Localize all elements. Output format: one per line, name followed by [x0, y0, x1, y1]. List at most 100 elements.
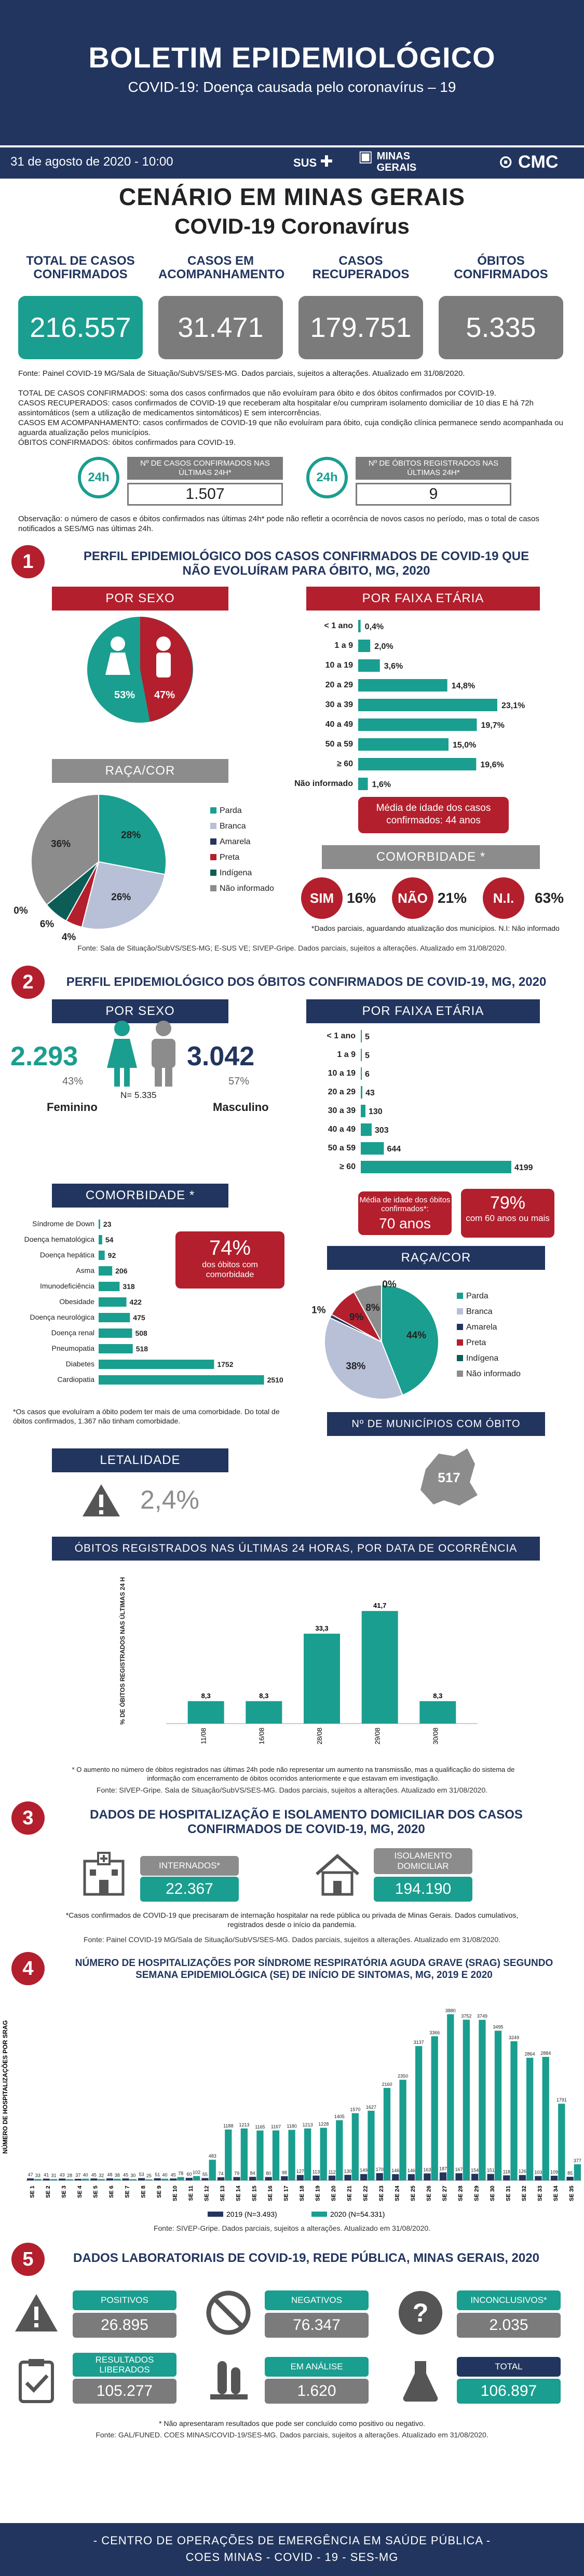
age-bar — [361, 1123, 372, 1136]
srag-bar-2020 — [304, 2128, 311, 2180]
forbidden-icon — [206, 2290, 251, 2335]
footer-line1: - CENTRO DE OPERAÇÕES DE EMERGÊNCIA EM S… — [93, 2534, 491, 2547]
date-band: 31 de agosto de 2020 - 10:00 SUS ✚ ▣ MIN… — [0, 145, 584, 179]
last24-cases-label: Nº DE CASOS CONFIRMADOS NAS ÚLTIMAS 24H* — [127, 457, 283, 480]
race-pct-label: 6% — [40, 919, 55, 930]
srag-bar-2020 — [50, 2179, 58, 2180]
lab-total-label: TOTAL — [457, 2357, 561, 2377]
srag-value: 154 — [471, 2167, 479, 2173]
comorb-note: *Dados parciais, aguardando atualização … — [311, 924, 560, 932]
srag-value: 167 — [455, 2167, 463, 2172]
srag-value: 31 — [51, 2173, 56, 2178]
srag-value: 102 — [193, 2170, 200, 2175]
srag-bar-2020 — [114, 2178, 121, 2180]
comorb-value: 518 — [136, 1345, 148, 1353]
srag-bar-2020 — [66, 2179, 73, 2180]
age-value-label: 23,1% — [501, 701, 525, 710]
daily-bar — [187, 1701, 224, 1724]
srag-value: 3137 — [414, 2040, 424, 2045]
section5-source: Fonte: GAL/FUNED. COES MINAS/COVID-19/SE… — [96, 2431, 488, 2439]
srag-bar-2019 — [233, 2177, 240, 2180]
legend-swatch — [457, 1339, 463, 1346]
srag-category: SE 25 — [410, 2186, 416, 2201]
srag-value: 47 — [28, 2172, 33, 2177]
srag-value: 149 — [360, 2168, 368, 2173]
age-value-label: 303 — [375, 1126, 389, 1135]
srag-value: 130 — [344, 2168, 352, 2174]
daily-deaths-bar-chart: % DE ÓBITOS REGISTRADOS NAS ÚLTIMAS 24 H… — [118, 1577, 478, 1745]
female-icon — [107, 1021, 137, 1087]
comorb-bar — [99, 1219, 100, 1229]
srag-category: SE 10 — [172, 2186, 178, 2201]
comorb-label: Diabetes — [66, 1360, 94, 1368]
note-total: TOTAL DE CASOS CONFIRMADOS: soma dos cas… — [18, 389, 496, 398]
srag-bar-2019 — [519, 2175, 526, 2180]
srag-bar-2019 — [566, 2176, 574, 2180]
age-bar — [358, 738, 449, 751]
female-icon — [111, 636, 125, 651]
section5-title: DADOS LABORATORIAIS DE COVID-19, REDE PÚ… — [73, 2251, 539, 2265]
home-icon — [316, 1854, 359, 1896]
srag-value: 38 — [115, 2173, 120, 2178]
daily-value: 8,3 — [433, 1692, 442, 1700]
srag-category: SE 16 — [267, 2186, 274, 2201]
srag-bar-2020 — [209, 2160, 216, 2180]
srag-value: 1188 — [223, 2123, 233, 2128]
srag-value: 78 — [178, 2171, 183, 2176]
srag-bar-2020 — [463, 2019, 470, 2180]
srag-category: SE 20 — [331, 2186, 337, 2201]
srag-value: 3495 — [493, 2025, 503, 2030]
srag-category: SE 3 — [61, 2186, 67, 2198]
mean-age-box: Média de idade dos casos confirmados: 44… — [358, 797, 509, 833]
srag-bar-2019 — [455, 2173, 463, 2180]
male-deaths-value: 3.042 — [187, 1041, 255, 1072]
age-group-label: 30 a 39 — [328, 1106, 356, 1115]
comorb-bar — [99, 1344, 133, 1353]
comorb-label: Doença hematológica — [24, 1235, 95, 1243]
age-value-label: 19,7% — [481, 721, 505, 730]
daily-value: 41,7 — [373, 1602, 386, 1609]
comorb-label: Asma — [76, 1266, 94, 1275]
daily-value: 8,3 — [201, 1692, 211, 1700]
srag-category: SE 24 — [394, 2185, 400, 2201]
comorb-bar — [99, 1360, 214, 1369]
age-value-label: 2,0% — [374, 642, 393, 651]
srag-bar-2019 — [424, 2173, 431, 2180]
internados-value: 22.367 — [140, 1877, 239, 1902]
deaths-mean-age-value: 70 anos — [379, 1215, 431, 1231]
comorb-value: 92 — [108, 1251, 116, 1259]
srag-bar-2020 — [161, 2178, 169, 2180]
age-group-label: 50 a 59 — [325, 740, 353, 749]
srag-category: SE 19 — [315, 2186, 321, 2201]
srag-bar-2019 — [217, 2177, 225, 2180]
comorb-bar — [99, 1375, 264, 1385]
comorb-bar — [99, 1235, 102, 1244]
header-banner: BOLETIM EPIDEMIOLÓGICO COVID-19: Doença … — [0, 0, 584, 145]
srag-value: 1213 — [303, 2122, 313, 2127]
srag-value: 170 — [376, 2167, 384, 2172]
age-value-label: 19,6% — [480, 761, 504, 769]
srag-bar-2019 — [43, 2178, 50, 2180]
srag-value: 2350 — [398, 2073, 408, 2079]
legend-label: Não informado — [220, 884, 274, 893]
srag-value: 45 — [91, 2172, 97, 2177]
scenario-heading: CENÁRIO EM MINAS GERAIS COVID-19 Coronav… — [0, 183, 584, 239]
age-value-label: 1,6% — [372, 780, 391, 789]
srag-value: 1180 — [287, 2124, 296, 2129]
section2-title: PERFIL EPIDEMIOLÓGICO DOS ÓBITOS CONFIRM… — [66, 975, 547, 989]
daily-category: 29/08 — [374, 1728, 382, 1745]
srag-bar-2019 — [122, 2178, 129, 2180]
observation-note: Observação: o número de casos e óbitos c… — [18, 514, 539, 533]
srag-value: 33 — [35, 2173, 40, 2178]
age-bar — [358, 640, 371, 652]
section4-title: NÚMERO DE HOSPITALIZAÇÕES POR SÍNDROME R… — [75, 1958, 553, 1981]
srag-bar-2020 — [368, 2110, 375, 2180]
age-group-label: 10 a 19 — [325, 661, 353, 670]
kpi-total-cases: 216.557 — [18, 296, 143, 359]
lab-analise-value: 1.620 — [265, 2379, 369, 2404]
lab-liberados-value: 105.277 — [73, 2379, 176, 2404]
daily-note: * O aumento no número de óbitos registra… — [72, 1766, 515, 1782]
age-value-label: 6 — [365, 1070, 370, 1079]
legend-swatch — [210, 885, 216, 891]
legend-swatch — [311, 2212, 327, 2217]
